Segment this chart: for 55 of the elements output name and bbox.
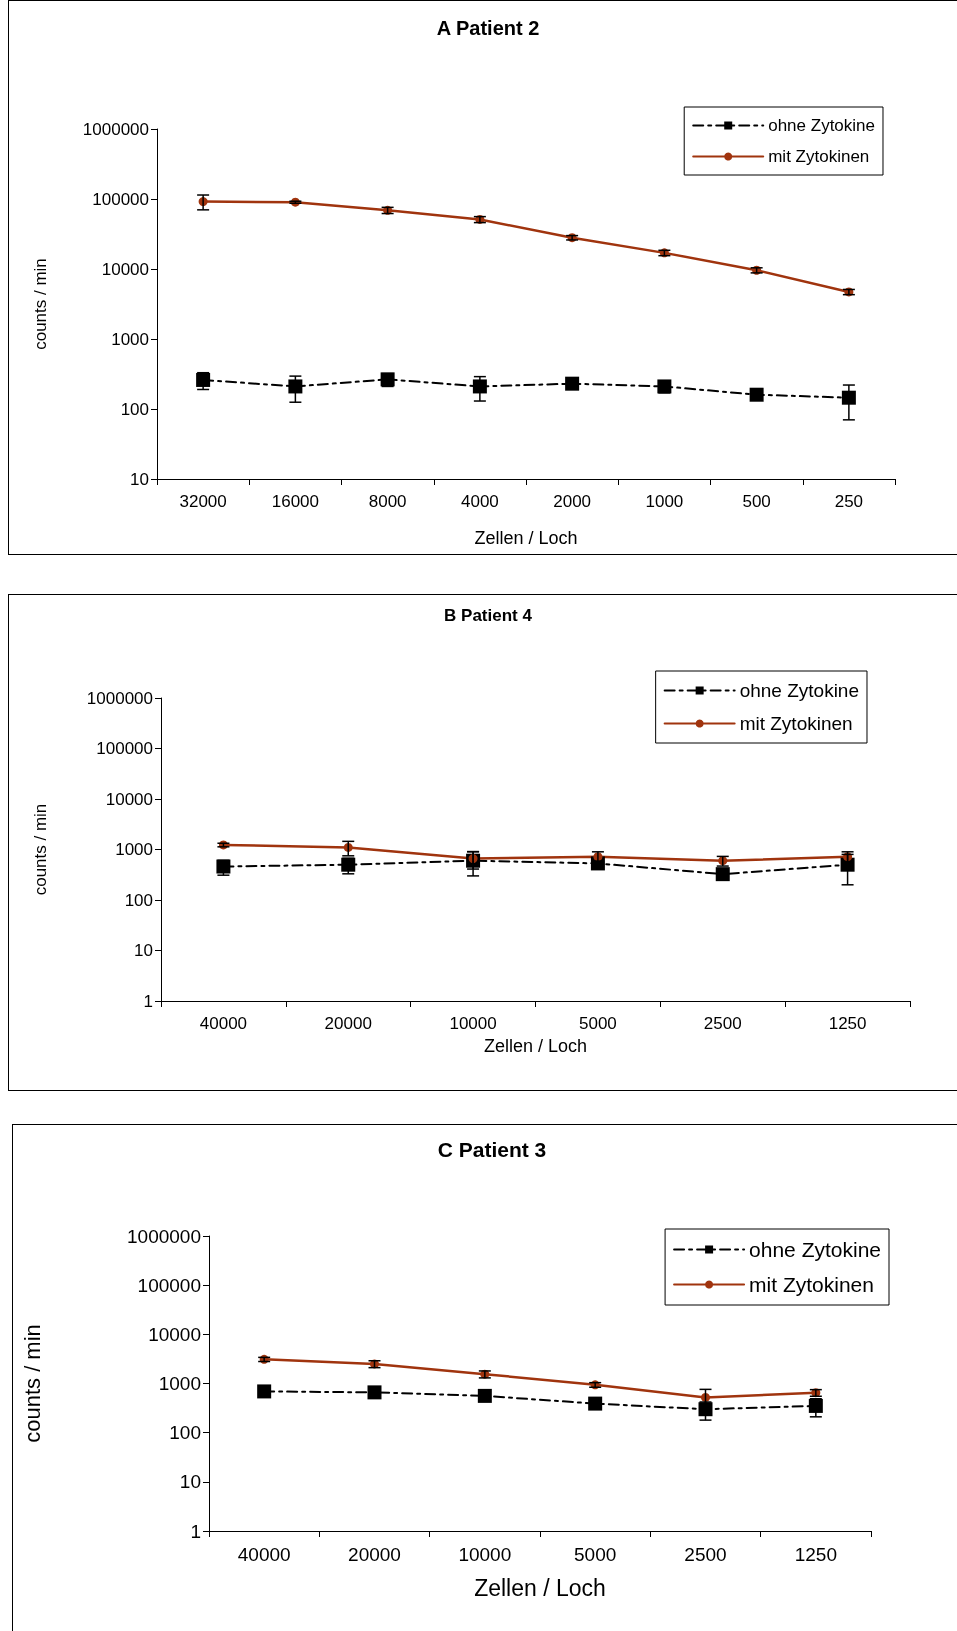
x-tick-label: 1000 xyxy=(645,492,684,511)
x-tick-label: 8000 xyxy=(368,492,407,511)
y-tick-label: 100000 xyxy=(137,1274,201,1296)
y-tick-label: 1000000 xyxy=(127,1225,201,1247)
y-tick-label: 10000 xyxy=(101,259,149,279)
x-tick-label: 40000 xyxy=(199,1014,248,1033)
y-tick-label: 10 xyxy=(179,1471,201,1493)
y-axis-title: counts / min xyxy=(31,803,50,896)
x-tick-label: 5000 xyxy=(574,1544,617,1565)
x-tick-label: 32000 xyxy=(179,492,227,511)
legend-label: ohne Zytokine xyxy=(749,1238,882,1261)
y-tick-label: 10 xyxy=(134,941,153,960)
x-tick-label: 1250 xyxy=(828,1014,867,1033)
chart-title: C Patient 3 xyxy=(437,1138,547,1161)
y-axis-title: counts / min xyxy=(19,1324,45,1443)
y-axis-title: counts / min xyxy=(31,258,50,350)
x-axis-title: Zellen / Loch xyxy=(474,1574,606,1601)
legend-label: ohne Zytokine xyxy=(739,680,860,701)
x-tick-label: 250 xyxy=(834,492,864,511)
y-tick-label: 100 xyxy=(120,399,149,419)
y-tick-label: 1000000 xyxy=(82,119,149,139)
x-tick-label: 2000 xyxy=(553,492,592,511)
x-tick-label: 40000 xyxy=(237,1544,291,1565)
x-axis-title: Zellen / Loch xyxy=(483,1035,588,1056)
y-tick-label: 10 xyxy=(130,469,149,489)
y-tick-label: 10000 xyxy=(105,789,153,809)
x-tick-label: 5000 xyxy=(579,1014,617,1033)
y-tick-label: 1000 xyxy=(158,1373,201,1394)
x-tick-label: 20000 xyxy=(324,1014,372,1033)
y-tick-label: 1 xyxy=(143,991,153,1011)
x-tick-label: 2500 xyxy=(703,1014,742,1033)
x-axis-title: Zellen / Loch xyxy=(474,528,578,548)
y-tick-label: 10000 xyxy=(148,1323,201,1345)
x-tick-label: 10000 xyxy=(449,1014,497,1033)
x-tick-label: 10000 xyxy=(458,1544,512,1565)
chart-title: A Patient 2 xyxy=(436,17,540,39)
chart-title: B Patient 4 xyxy=(444,606,533,625)
legend-label: mit Zytokinen xyxy=(749,1273,874,1296)
x-tick-label: 4000 xyxy=(460,492,499,511)
x-tick-label: 500 xyxy=(742,492,771,511)
legend-label: mit Zytokinen xyxy=(739,713,853,734)
x-tick-label: 1250 xyxy=(794,1544,837,1565)
y-tick-label: 1 xyxy=(190,1520,201,1542)
y-tick-label: 100 xyxy=(169,1422,201,1444)
x-tick-label: 2500 xyxy=(684,1544,727,1565)
y-tick-label: 100000 xyxy=(96,739,153,758)
x-tick-label: 20000 xyxy=(348,1544,401,1565)
y-tick-label: 100 xyxy=(124,890,153,910)
x-tick-label: 16000 xyxy=(271,492,320,511)
y-tick-label: 1000000 xyxy=(86,688,153,708)
legend-label: ohne Zytokine xyxy=(768,116,876,135)
y-tick-label: 100000 xyxy=(92,189,149,209)
y-tick-label: 1000 xyxy=(111,329,149,349)
y-tick-label: 1000 xyxy=(115,840,153,859)
legend-label: mit Zytokinen xyxy=(768,147,870,166)
